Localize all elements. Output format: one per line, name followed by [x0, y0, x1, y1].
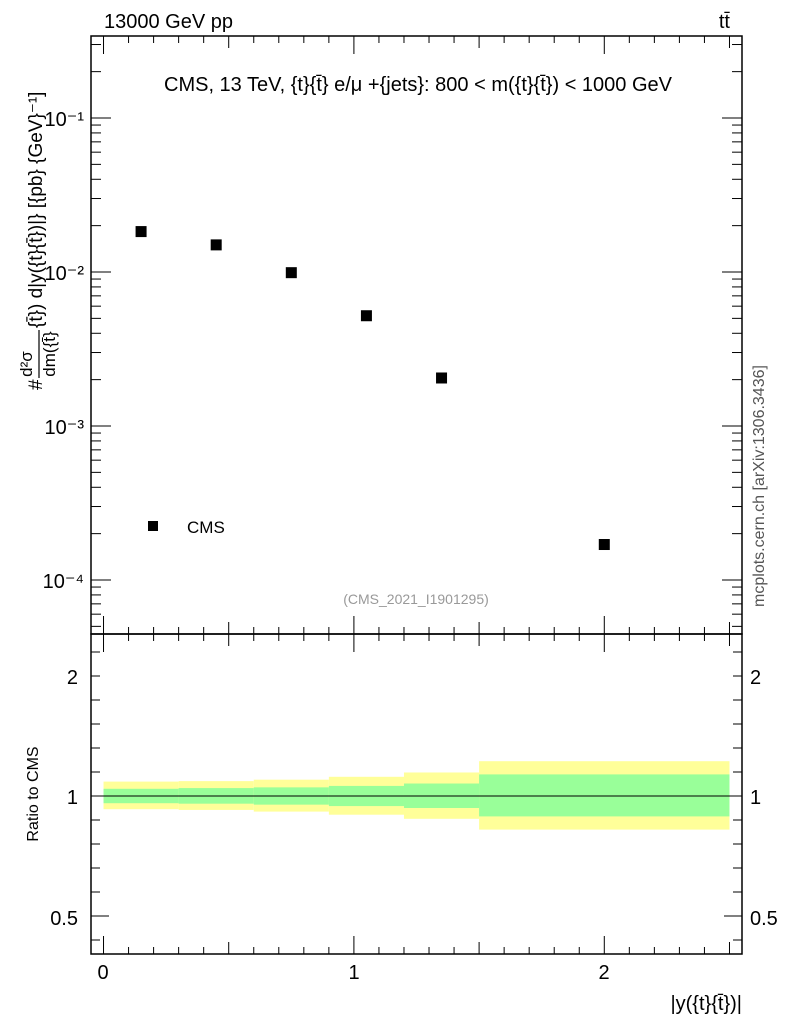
data-point-3	[360, 310, 372, 322]
y-axis-label-tail: {t̄}) d|y({t}{t̄})|} [{pb} {GeV}⁻¹]	[26, 92, 47, 328]
y-tick-label-1e-2: 10⁻²	[45, 263, 85, 285]
y-tick-label-1e-1: 10⁻¹	[45, 109, 85, 131]
legend-label: CMS	[187, 518, 225, 537]
x-tick-label-2: 2	[598, 962, 609, 984]
y-axis-label-prefix: #	[26, 379, 47, 390]
ratio-y-tick-2-left: 2	[67, 667, 78, 689]
data-point-2	[285, 267, 297, 279]
ratio-y-tick-1-left: 1	[67, 787, 78, 809]
ratio-y-tick-2-right: 2	[750, 667, 761, 689]
x-axis-label: |y({t}{t̄})|	[670, 993, 742, 1015]
ratio-y-axis-label: Ratio to CMS	[25, 746, 42, 841]
ratio-y-tick-05-right: 0.5	[750, 908, 778, 930]
main-y-ticks	[91, 44, 742, 627]
ratio-panel-frame	[90, 633, 743, 955]
chart-title: CMS, 13 TeV, {t}{t̄} e/μ +{jets}: 800 < …	[164, 74, 673, 96]
y-axis-label-numerator: d²σ	[17, 351, 36, 377]
header-left: 13000 GeV pp	[104, 11, 233, 33]
y-axis-label-denominator: dm({t̄}	[40, 331, 59, 377]
ratio-inner-band-5	[479, 774, 730, 817]
ratio-ticks	[91, 651, 742, 941]
y-axis-label: # d²σ dm({t̄} {t̄}) d|y({t}{t̄})|} [{pb}…	[17, 92, 59, 390]
main-panel-frame	[90, 35, 743, 635]
analysis-watermark: (CMS_2021_I1901295)	[343, 591, 489, 607]
x-tick-label-0: 0	[97, 962, 108, 984]
ratio-bands	[103, 761, 730, 830]
side-label: mcplots.cern.ch [arXiv:1306.3436]	[751, 365, 768, 607]
y-tick-label-1e-3: 10⁻³	[45, 417, 85, 439]
header-right: tt̄	[719, 11, 731, 33]
legend-marker	[148, 521, 158, 531]
x-tick-label-1: 1	[348, 962, 359, 984]
data-point-4	[436, 372, 448, 384]
data-series-cms	[135, 226, 610, 551]
ratio-y-tick-1-right: 1	[750, 787, 761, 809]
data-point-5	[598, 539, 610, 551]
ratio-y-tick-05-left: 0.5	[50, 908, 78, 930]
main-x-ticks	[103, 36, 730, 954]
data-point-1	[210, 239, 222, 251]
y-tick-label-1e-4: 10⁻⁴	[43, 571, 84, 593]
data-point-0	[135, 226, 147, 238]
